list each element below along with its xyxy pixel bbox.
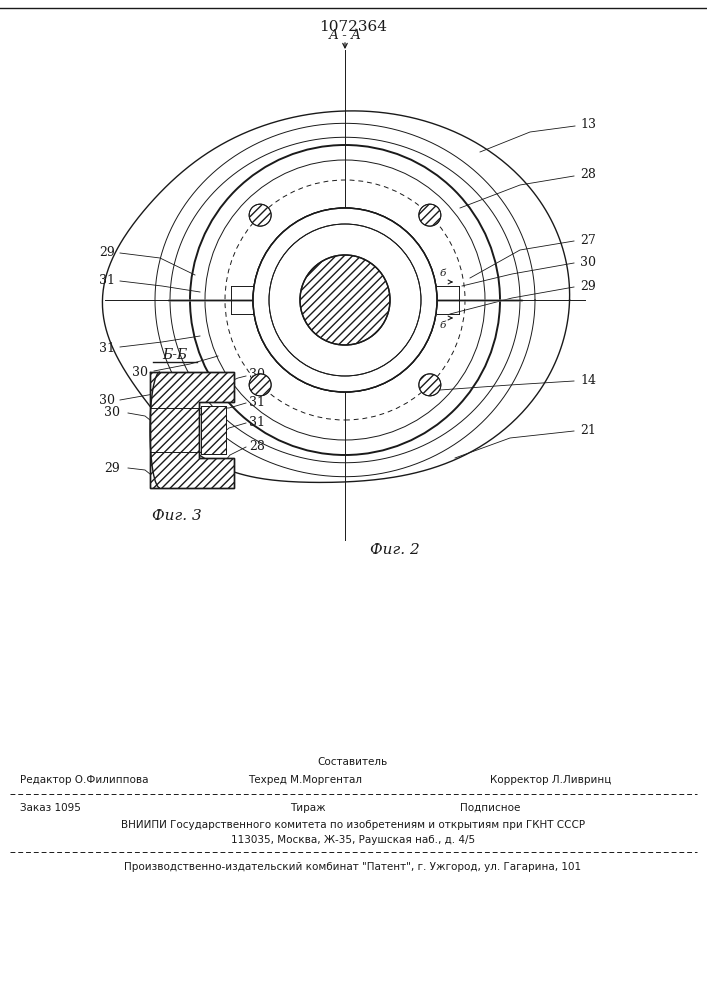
Text: б: б	[440, 322, 446, 330]
Text: Фиг. 2: Фиг. 2	[370, 543, 420, 557]
Text: 1072364: 1072364	[319, 20, 387, 34]
Text: 30: 30	[99, 393, 115, 406]
Text: Производственно-издательский комбинат "Патент", г. Ужгород, ул. Гагарина, 101: Производственно-издательский комбинат "П…	[124, 862, 582, 872]
Circle shape	[419, 204, 441, 226]
Text: 28: 28	[580, 168, 596, 182]
Text: Фиг. 3: Фиг. 3	[152, 509, 202, 523]
Text: 14: 14	[580, 373, 596, 386]
Text: 30: 30	[132, 365, 148, 378]
Text: б: б	[440, 269, 446, 278]
Text: 29: 29	[104, 462, 120, 475]
Circle shape	[253, 208, 437, 392]
Circle shape	[249, 204, 271, 226]
Text: 30: 30	[104, 406, 120, 418]
Circle shape	[300, 255, 390, 345]
Text: 21: 21	[580, 424, 596, 436]
Text: А - А: А - А	[329, 29, 361, 42]
Text: 27: 27	[580, 233, 596, 246]
Text: ВНИИПИ Государственного комитета по изобретениям и открытиям при ГКНТ СССР: ВНИИПИ Государственного комитета по изоб…	[121, 820, 585, 830]
Text: Корректор Л.Ливринц: Корректор Л.Ливринц	[490, 775, 612, 785]
Text: 113035, Москва, Ж-35, Раушская наб., д. 4/5: 113035, Москва, Ж-35, Раушская наб., д. …	[231, 835, 475, 845]
Polygon shape	[150, 372, 234, 488]
Text: 29: 29	[580, 279, 596, 292]
Circle shape	[419, 374, 441, 396]
Text: 31: 31	[249, 395, 265, 408]
Text: Заказ 1095: Заказ 1095	[20, 803, 81, 813]
Text: Редактор О.Филиппова: Редактор О.Филиппова	[20, 775, 148, 785]
Text: 30: 30	[249, 368, 265, 381]
Text: 30: 30	[580, 255, 596, 268]
Text: Составитель: Составитель	[318, 757, 388, 767]
Text: Техред М.Моргентал: Техред М.Моргентал	[248, 775, 362, 785]
Text: Тираж: Тираж	[290, 803, 326, 813]
Text: 31: 31	[249, 416, 265, 428]
Text: 28: 28	[249, 440, 265, 452]
Circle shape	[269, 224, 421, 376]
Polygon shape	[201, 406, 226, 454]
Text: Подписное: Подписное	[460, 803, 520, 813]
Text: 29: 29	[99, 245, 115, 258]
Text: 31: 31	[99, 342, 115, 355]
Circle shape	[249, 374, 271, 396]
Text: Б-Б: Б-Б	[163, 348, 187, 362]
Circle shape	[300, 255, 390, 345]
Text: 31: 31	[99, 273, 115, 286]
Text: 13: 13	[580, 118, 596, 131]
